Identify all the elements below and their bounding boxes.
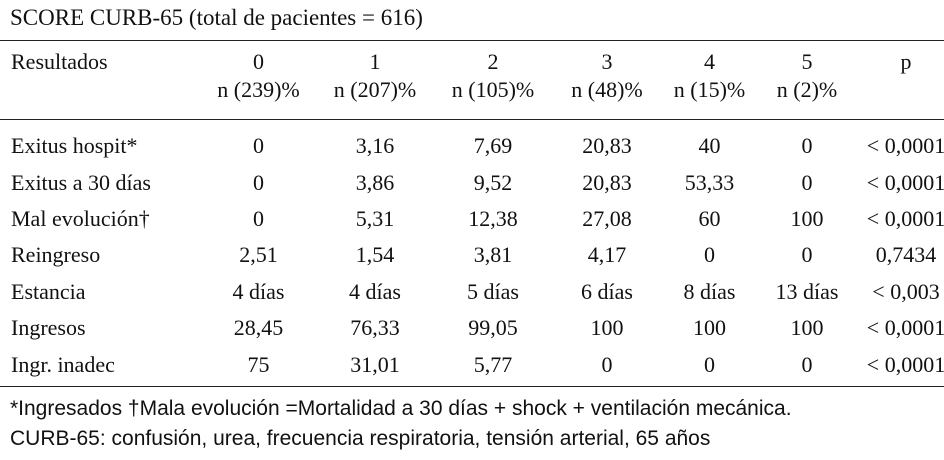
table-cell: 0 [801, 169, 813, 195]
header-score: 5 [801, 49, 813, 74]
header-count: n (2)% [776, 77, 838, 102]
table-row: Reingreso 2,51 1,54 3,81 4,17 0 0 0,7434 [0, 237, 944, 273]
p-value: < 0,0001 [866, 133, 944, 159]
header-count: n (239)% [217, 77, 300, 102]
table-cell: 40 [698, 133, 721, 159]
table-cell: 7,69 [473, 133, 513, 159]
table-cell: 4 días [349, 278, 401, 304]
p-value: < 0,0001 [866, 351, 944, 377]
row-label: Ingresos [11, 315, 86, 341]
table-title: SCORE CURB-65 (total de pacientes = 616) [10, 5, 423, 30]
table-row: Exitus a 30 días 0 3,86 9,52 20,83 53,33… [0, 164, 944, 200]
table-cell: 6 días [581, 278, 633, 304]
header-score: 2 [487, 49, 499, 74]
table-cell: 0 [801, 351, 813, 377]
footnote-curb65: CURB-65: confusión, urea, frecuencia res… [10, 427, 711, 450]
table-cell: 0 [601, 351, 613, 377]
p-value: < 0,0001 [866, 169, 944, 195]
table-row: Ingresos 28,45 76,33 99,05 100 100 100 <… [0, 310, 944, 346]
top-rule [0, 40, 944, 41]
row-label: Exitus hospit* [11, 133, 138, 159]
table-cell: 12,38 [468, 205, 518, 231]
table-cell: 0 [253, 169, 264, 195]
table-cell: 76,33 [350, 315, 400, 341]
bottom-rule [0, 386, 944, 387]
row-label: Exitus a 30 días [11, 169, 151, 195]
table-row: Ingr. inadec 75 31,01 5,77 0 0 0 < 0,000… [0, 346, 944, 382]
table-cell: 100 [790, 315, 824, 341]
header-table: Resultados 0 1 2 3 4 5 p n (239)% n (207… [0, 48, 944, 104]
p-value: < 0,0001 [866, 205, 944, 231]
header-p: p [900, 49, 912, 74]
table-cell: 0 [704, 351, 715, 377]
table-cell: 27,08 [582, 205, 632, 231]
table-cell: 0 [253, 205, 264, 231]
table-cell: 13 días [775, 278, 839, 304]
table-cell: 3,81 [473, 242, 513, 268]
results-table: Exitus hospit* 0 3,16 7,69 20,83 40 0 < … [0, 128, 944, 383]
row-label: Reingreso [11, 242, 101, 268]
table-cell: 60 [698, 205, 721, 231]
table-cell: 0 [253, 133, 264, 159]
header-rule [0, 119, 944, 120]
p-value: < 0,0001 [866, 315, 944, 341]
table-cell: 0 [801, 133, 813, 159]
table-cell: 4,17 [587, 242, 627, 268]
header-label: Resultados [11, 49, 108, 74]
table-cell: 75 [247, 351, 270, 377]
table-cell: 3,86 [355, 169, 395, 195]
table-row: Estancia 4 días 4 días 5 días 6 días 8 d… [0, 274, 944, 310]
table-cell: 31,01 [350, 351, 400, 377]
table-cell: 20,83 [582, 169, 632, 195]
header-count: n (105)% [451, 77, 535, 102]
table-cell: 5,77 [473, 351, 513, 377]
table-cell: 28,45 [233, 315, 284, 341]
table-cell: 5 días [467, 278, 519, 304]
footnote-definitions: *Ingresados †Mala evolución =Mortalidad … [10, 397, 792, 420]
table-cell: 5,31 [355, 205, 395, 231]
header-row-counts: n (239)% n (207)% n (105)% n (48)% n (15… [0, 76, 944, 104]
table-cell: 9,52 [473, 169, 513, 195]
row-label: Estancia [11, 278, 86, 304]
table-row: Mal evolución† 0 5,31 12,38 27,08 60 100… [0, 201, 944, 237]
table-cell: 0 [704, 242, 715, 268]
table-cell: 20,83 [582, 133, 632, 159]
header-score: 4 [704, 49, 715, 74]
table-cell: 3,16 [355, 133, 395, 159]
footnotes: *Ingresados †Mala evolución =Mortalidad … [10, 394, 792, 454]
row-label: Ingr. inadec [11, 351, 115, 377]
header-score: 3 [601, 49, 613, 74]
p-value: 0,7434 [875, 242, 937, 268]
header-score: 0 [253, 49, 264, 74]
table-cell: 100 [590, 315, 624, 341]
header-count: n (48)% [571, 77, 643, 102]
table-cell: 0 [801, 242, 813, 268]
header-row-scores: Resultados 0 1 2 3 4 5 p [0, 48, 944, 76]
table-row: Exitus hospit* 0 3,16 7,69 20,83 40 0 < … [0, 128, 944, 164]
table-cell: 1,54 [355, 242, 395, 268]
p-value: < 0,003 [872, 278, 940, 304]
row-label: Mal evolución† [11, 205, 150, 231]
table-cell: 8 días [683, 278, 736, 304]
table-cell: 99,05 [468, 315, 518, 341]
table-cell: 53,33 [684, 169, 735, 195]
header-count: n (15)% [673, 77, 746, 102]
table-cell: 4 días [232, 278, 285, 304]
table-cell: 100 [790, 205, 824, 231]
table-cell: 100 [693, 315, 726, 341]
header-count: n (207)% [333, 77, 417, 102]
table-cell: 2,51 [239, 242, 278, 268]
header-score: 1 [369, 49, 381, 74]
